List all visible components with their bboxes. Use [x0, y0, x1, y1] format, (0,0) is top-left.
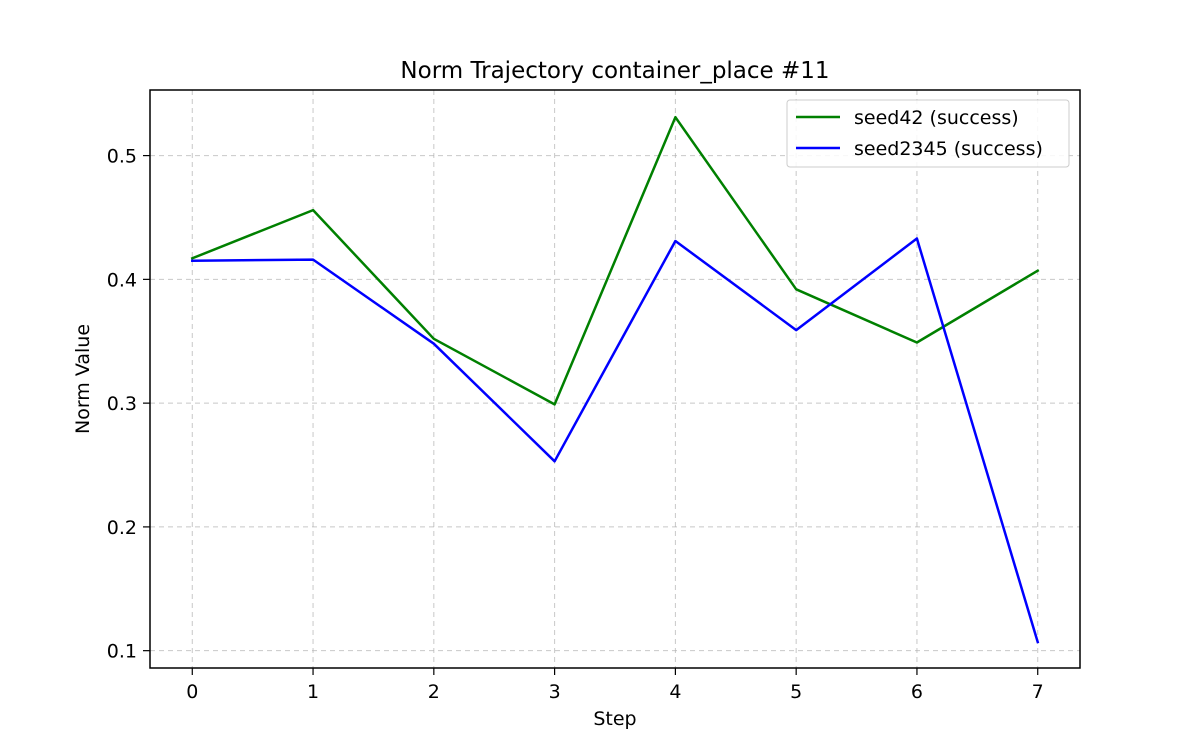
- y-tick-label: 0.4: [107, 269, 137, 291]
- x-axis: 0 1 2 3 4 5 6 7: [186, 668, 1044, 703]
- plot-frame: [149, 89, 1081, 669]
- series-line-seed42: [190, 115, 1040, 406]
- legend-label-seed2345: seed2345 (success): [854, 138, 1043, 160]
- chart-title: Norm Trajectory container_place #11: [400, 58, 829, 84]
- x-tick-label: 1: [307, 681, 319, 703]
- y-tick-label: 0.3: [107, 393, 137, 415]
- x-tick-label: 4: [669, 681, 681, 703]
- series-line-seed2345: [191, 237, 1040, 644]
- y-axis-label: Norm Value: [72, 324, 94, 434]
- legend-box: [786, 99, 1070, 168]
- legend: seed42 (success) seed2345 (success): [786, 99, 1070, 168]
- legend-label-seed42: seed42 (success): [854, 107, 1019, 129]
- x-axis-label: Step: [593, 708, 636, 730]
- x-tick-label: 7: [1032, 681, 1044, 703]
- y-tick-label: 0.5: [107, 146, 137, 168]
- y-axis: 0.1 0.2 0.3 0.4 0.5: [107, 146, 150, 663]
- y-tick-label: 0.2: [107, 517, 137, 539]
- x-tick-label: 5: [790, 681, 802, 703]
- x-tick-label: 2: [428, 681, 440, 703]
- x-tick-label: 3: [549, 681, 561, 703]
- x-tick-label: 6: [911, 681, 923, 703]
- y-tick-label: 0.1: [107, 641, 137, 663]
- x-tick-label: 0: [186, 681, 198, 703]
- series-layer: [190, 115, 1040, 644]
- grid-layer: [150, 90, 1080, 668]
